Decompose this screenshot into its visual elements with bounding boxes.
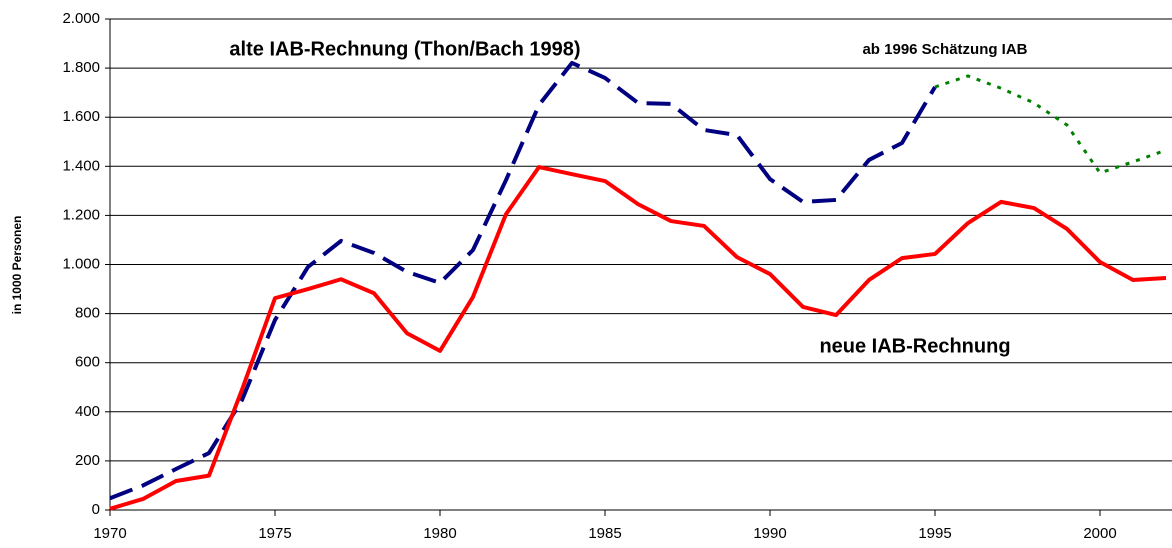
- x-tick-label: 1980: [423, 525, 456, 542]
- series-line: [109, 165, 1167, 511]
- y-tick-label: 1.200: [62, 206, 100, 223]
- series-label: ab 1996 Schätzung IAB: [862, 41, 1027, 58]
- y-tick-label: 1.400: [62, 157, 100, 174]
- series-line: [934, 74, 1167, 175]
- x-tick-label: 1975: [258, 525, 291, 542]
- x-tick-label: 1990: [753, 525, 786, 542]
- y-tick-label: 400: [75, 403, 100, 420]
- y-tick-label: 600: [75, 354, 100, 371]
- y-tick-label: 800: [75, 305, 100, 322]
- series-line: [109, 60, 937, 501]
- y-tick-label: 1.800: [62, 59, 100, 76]
- y-axis-label: in 1000 Personen: [10, 216, 24, 315]
- series-label: alte IAB-Rechnung (Thon/Bach 1998): [229, 38, 580, 60]
- x-tick-label: 1995: [918, 525, 951, 542]
- series-label: neue IAB-Rechnung: [819, 335, 1010, 357]
- x-tick-label: 1985: [588, 525, 621, 542]
- x-tick-label: 1970: [93, 525, 126, 542]
- y-tick-label: 2.000: [62, 10, 100, 27]
- y-tick-label: 1.600: [62, 108, 100, 125]
- y-tick-label: 1.000: [62, 255, 100, 272]
- y-tick-label: 200: [75, 452, 100, 469]
- x-tick-label: 2000: [1083, 525, 1116, 542]
- y-tick-label: 0: [92, 501, 100, 518]
